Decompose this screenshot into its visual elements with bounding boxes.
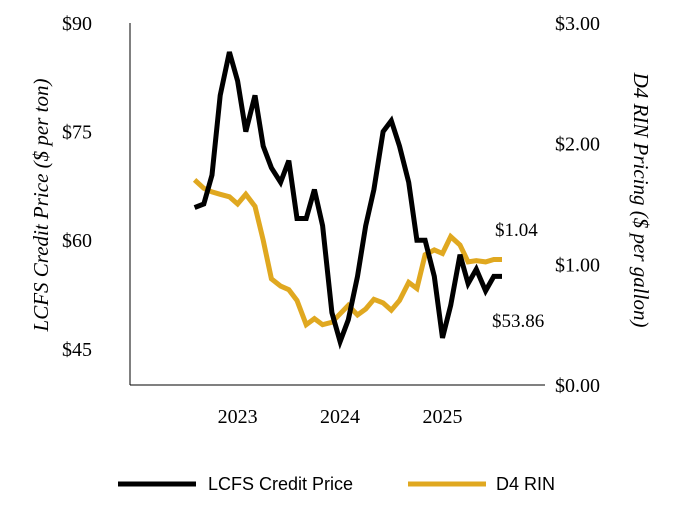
right-tick-labels: $3.00 $2.00 $1.00 $0.00 bbox=[555, 13, 600, 397]
plot-area: $90$75$60$45 $3.00$2.00$1.00$0.00 2023 20… bbox=[62, 13, 600, 428]
left-tick-label: $90 bbox=[62, 13, 92, 35]
right-tick-label: $2.00 bbox=[555, 134, 600, 156]
x-tick-label: 2023 bbox=[218, 406, 258, 428]
rin-end-label: $1.04 bbox=[495, 220, 538, 241]
left-tick-labels: $90 $75 $60 $45 bbox=[62, 13, 92, 361]
left-tick-label: $60 bbox=[62, 230, 92, 252]
left-tick-label: $45 bbox=[62, 339, 92, 361]
series-layer bbox=[192, 51, 502, 350]
legend: LCFS Credit Price D4 RIN bbox=[118, 474, 555, 494]
x-tick-label: 2025 bbox=[423, 406, 463, 428]
lcfs-series-line bbox=[193, 51, 502, 350]
x-tick-labels: 2023 2024 2025 bbox=[218, 406, 463, 428]
rin-series-line bbox=[192, 178, 502, 329]
left-axis-title: LCFS Credit Price ($ per ton) bbox=[29, 79, 53, 333]
right-tick-label: $3.00 bbox=[555, 13, 600, 35]
right-tick-label: $0.00 bbox=[555, 375, 600, 397]
legend-label-lcfs: LCFS Credit Price bbox=[208, 474, 353, 494]
right-tick-label: $1.00 bbox=[555, 254, 600, 276]
left-tick-label: $75 bbox=[62, 122, 92, 144]
lcfs-end-label: $53.86 bbox=[492, 311, 544, 332]
x-tick-label: 2024 bbox=[320, 406, 360, 428]
legend-label-rin: D4 RIN bbox=[496, 474, 555, 494]
right-axis-title: D4 RIN Pricing ($ per gallon) bbox=[629, 72, 653, 328]
